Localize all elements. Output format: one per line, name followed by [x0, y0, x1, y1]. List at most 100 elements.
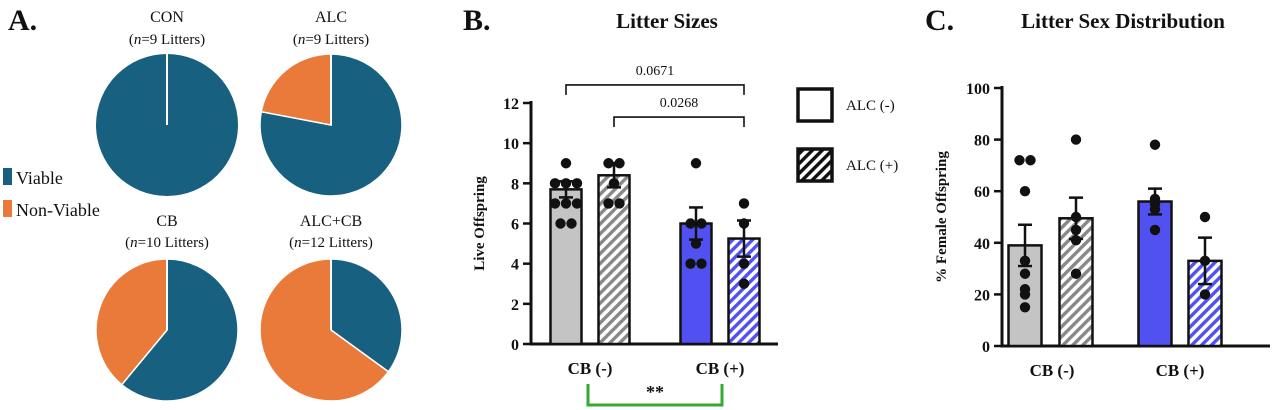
significance-bracket: 0.0268: [613, 96, 745, 128]
y-axis-label: Live Offspring: [472, 176, 488, 271]
panel-c-litter-sex-chart: Litter Sex Distribution % Female Offsprin…: [934, 9, 1270, 380]
data-point: [560, 158, 572, 169]
pie-slice-non-viable: [259, 258, 390, 402]
y-axis-label: % Female Offspring: [934, 151, 950, 283]
group-bracket-line: [586, 384, 724, 407]
data-point: [1019, 255, 1031, 267]
panel-a-letter: A.: [8, 4, 37, 37]
data-point: [603, 198, 614, 209]
data-point: [1070, 235, 1082, 246]
chart-title: Litter Sex Distribution: [1021, 9, 1225, 33]
data-point: [690, 158, 702, 169]
data-point: [1199, 255, 1211, 267]
bar-cb-alc-minus: [549, 188, 583, 346]
data-point: [1019, 186, 1031, 197]
legend-box-alc-minus: [796, 87, 834, 123]
pie-subtitle: (n=9 Litters): [293, 32, 369, 48]
y-tick-label: 0: [511, 337, 519, 354]
panel-a-pie-charts: CON (n=9 Litters) ALC (n=9 Litters) CB (n=10 …: [95, 9, 403, 402]
data-point: [690, 238, 702, 249]
y-tick-label: 20: [974, 287, 990, 304]
p-value-label: 0.0268: [660, 96, 699, 111]
data-point: [571, 198, 583, 209]
data-point: [738, 278, 750, 289]
data-point: [1019, 268, 1031, 279]
y-tick-label: 60: [974, 184, 990, 201]
data-point: [1149, 204, 1161, 215]
pie-slice-non-viable: [260, 53, 332, 126]
data-point: [1019, 289, 1031, 300]
data-point: [603, 158, 614, 169]
y-tick-label: 10: [503, 136, 519, 153]
panel-b-litter-sizes-chart: Litter Sizes Live Offspring 0 2 4 6 8 10 12 CB (-…: [472, 9, 778, 407]
data-point: [685, 218, 696, 229]
p-value-label: 0.0671: [636, 64, 675, 79]
pie-chart-alc: ALC (n=9 Litters): [259, 9, 403, 197]
pie-slice-viable: [330, 258, 403, 373]
data-point: [614, 158, 625, 169]
pie-title: ALC: [315, 9, 347, 26]
pie-title: CB: [156, 213, 177, 230]
data-point: [566, 218, 577, 229]
legend-box-alc-plus: [796, 147, 834, 183]
pie-slice-viable: [120, 258, 239, 402]
legend-label-alc-plus: ALC (+): [846, 158, 898, 174]
x-category-label: CB (-): [1030, 361, 1075, 380]
pie-title: CON: [150, 9, 184, 26]
x-category-label: CB (+): [1156, 361, 1205, 380]
data-point: [1070, 134, 1082, 145]
data-point: [696, 218, 707, 229]
bracket-line: [613, 116, 745, 128]
data-point: [608, 178, 620, 189]
data-point: [738, 198, 750, 209]
pie-subtitle: (n=10 Litters): [125, 235, 209, 251]
data-point: [549, 198, 561, 209]
bar-cb-alc-plus: [597, 174, 631, 346]
data-point: [560, 198, 572, 209]
data-point: [1014, 155, 1025, 166]
pie-legend: Viable Non-Viable: [3, 168, 100, 220]
pie-chart-con: CON (n=9 Litters): [96, 9, 238, 196]
panel-c-letter: C.: [925, 4, 954, 37]
data-point: [738, 258, 750, 269]
y-tick-label: 0: [982, 339, 990, 356]
data-point: [1070, 211, 1082, 223]
data-point: [571, 178, 583, 189]
x-category-label: CB (+): [696, 359, 745, 378]
data-point: [1070, 268, 1082, 279]
bar-legend: ALC (-) ALC (+): [796, 87, 898, 183]
group-significance-bracket: **: [586, 382, 724, 407]
pie-subtitle: (n=9 Litters): [129, 32, 205, 48]
data-point: [560, 178, 572, 189]
legend-label-viable: Viable: [16, 168, 63, 188]
data-point: [1199, 211, 1211, 223]
data-point: [696, 258, 707, 269]
data-point: [685, 258, 696, 269]
bracket-line: [565, 84, 745, 95]
data-point: [549, 178, 561, 189]
data-point: [1019, 302, 1031, 313]
pie-subtitle: (n=12 Litters): [289, 235, 373, 251]
bar-cb-alc-minus: [1137, 200, 1173, 348]
y-tick-label: 6: [511, 217, 519, 234]
group-significance-label: **: [646, 382, 664, 402]
y-tick-label: 40: [974, 236, 990, 253]
pie-chart-alc-cb: ALC+CB (n=12 Litters): [259, 213, 403, 402]
chart-title: Litter Sizes: [616, 9, 718, 33]
pie-chart-cb: CB (n=10 Litters): [95, 213, 239, 402]
data-point: [1199, 289, 1211, 300]
data-point: [1149, 224, 1161, 236]
y-tick-label: 8: [511, 176, 519, 193]
y-tick-label: 100: [966, 81, 990, 98]
pie-title: ALC+CB: [300, 213, 362, 230]
panel-b-letter: B.: [463, 4, 491, 37]
legend-swatch-nonviable: [3, 200, 12, 217]
pie-slice-non-viable: [95, 258, 168, 386]
legend-label-nonviable: Non-Viable: [16, 200, 100, 220]
data-point: [738, 218, 750, 229]
y-tick-label: 12: [503, 96, 519, 113]
data-point: [614, 198, 625, 209]
y-tick-label: 80: [974, 133, 990, 150]
y-tick-label: 2: [511, 297, 519, 314]
